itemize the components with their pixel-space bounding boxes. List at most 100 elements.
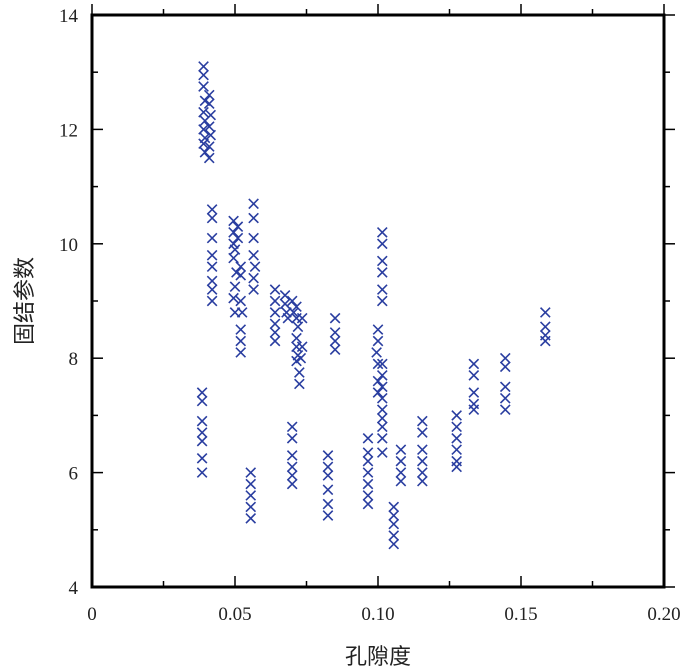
x-axis-title: 孔隙度 [345, 645, 411, 670]
data-point [206, 249, 218, 261]
data-point [295, 352, 307, 364]
data-point [286, 421, 298, 433]
data-point [228, 292, 239, 304]
data-point [269, 327, 281, 338]
data-point [245, 478, 257, 490]
data-point [291, 355, 302, 367]
data-point [198, 138, 209, 150]
data-point [249, 261, 261, 273]
data-point [322, 470, 334, 481]
data-point [286, 470, 298, 481]
data-point [395, 455, 407, 467]
data-point [376, 447, 388, 458]
data-point [372, 335, 384, 347]
data-point [362, 432, 374, 444]
data-point [362, 498, 374, 510]
data-point [203, 141, 215, 152]
data-point [416, 467, 428, 478]
data-point [286, 295, 298, 307]
data-point [376, 295, 388, 307]
data-point [206, 232, 218, 244]
data-point [206, 295, 218, 307]
data-point [499, 361, 511, 373]
data-point [371, 347, 382, 358]
x-tick-label: 0 [87, 604, 97, 625]
data-point [499, 381, 511, 393]
data-point [416, 415, 428, 427]
data-point [296, 312, 308, 324]
data-point [376, 284, 388, 295]
data-point [245, 501, 257, 513]
data-point [388, 501, 400, 513]
data-point [245, 513, 257, 524]
data-point [198, 61, 209, 72]
y-tick-label: 4 [69, 578, 79, 599]
data-point [376, 412, 388, 424]
data-point [199, 146, 211, 158]
data-point [205, 109, 217, 121]
data-point [231, 267, 242, 278]
data-point [499, 352, 511, 364]
data-point [372, 358, 384, 370]
data-point [206, 275, 218, 287]
data-point [362, 467, 374, 478]
data-point [206, 284, 218, 295]
data-point [376, 432, 388, 444]
data-point [539, 335, 551, 347]
data-point [388, 530, 400, 541]
data-point [416, 444, 428, 456]
data-point [235, 261, 247, 273]
data-point [269, 318, 281, 330]
data-point [322, 510, 334, 521]
data-point [329, 327, 341, 338]
data-point [196, 467, 208, 478]
data-point [395, 475, 407, 487]
data-point [376, 370, 388, 381]
data-point [451, 410, 462, 421]
data-point [269, 295, 281, 307]
data-point [388, 510, 400, 521]
data-point [229, 244, 241, 255]
y-axis-title: 固结参数 [13, 257, 38, 345]
data-point [499, 404, 511, 416]
x-tick-label: 0.20 [647, 604, 680, 625]
x-tick-label: 0.15 [504, 604, 537, 625]
data-point [451, 421, 462, 433]
data-point [199, 132, 211, 144]
data-point [362, 478, 374, 490]
data-point [451, 461, 462, 473]
data-point [376, 227, 388, 238]
data-point [468, 370, 480, 381]
data-point [248, 212, 259, 224]
data-point [294, 378, 305, 390]
y-tick-label: 14 [59, 6, 79, 27]
data-point [294, 367, 305, 378]
data-point [362, 455, 374, 467]
data-point [269, 335, 281, 347]
data-point [196, 435, 208, 447]
data-point [248, 272, 259, 284]
data-point [279, 298, 291, 310]
data-point [232, 221, 244, 232]
data-point [395, 444, 407, 456]
data-point [395, 467, 407, 478]
data-point [468, 387, 480, 398]
data-point [228, 252, 239, 264]
data-points [196, 61, 551, 550]
data-point [281, 307, 292, 318]
data-point [203, 89, 215, 101]
y-tick-label: 10 [59, 235, 78, 256]
data-point [322, 450, 334, 461]
data-point [236, 307, 248, 318]
data-point [235, 347, 247, 358]
data-point [291, 301, 302, 313]
data-point [235, 335, 247, 347]
y-tick-labels: 4 6 8 10 12 14 [59, 6, 79, 599]
tick-marks [91, 4, 675, 588]
data-point [196, 415, 208, 427]
data-point [228, 227, 239, 238]
y-tick-label: 8 [69, 349, 79, 370]
data-point [329, 312, 341, 324]
data-point [235, 295, 247, 307]
